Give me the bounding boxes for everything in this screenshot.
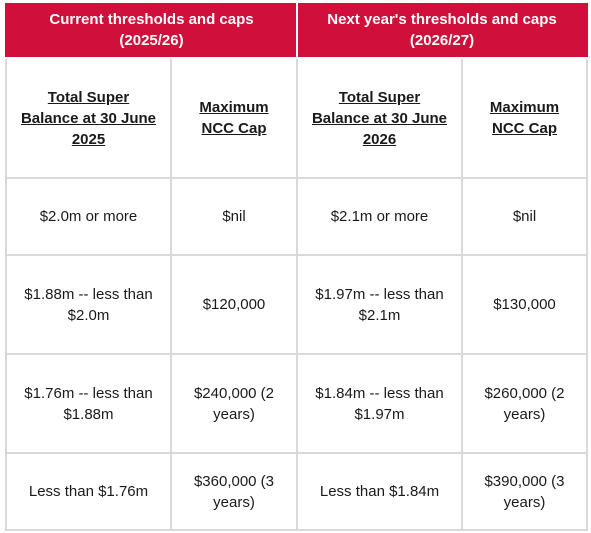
table-cell: $1.76m -- less than $1.88m <box>5 353 172 454</box>
thresholds-table-container: Current thresholds and caps (2025/26) Ne… <box>5 3 588 531</box>
table-cell: $2.1m or more <box>296 177 463 256</box>
table-cell: $nil <box>170 177 298 256</box>
next-year-group-header: Next year's thresholds and caps (2026/27… <box>296 3 588 59</box>
table-cell: $390,000 (3 years) <box>461 452 588 531</box>
table-cell: Less than $1.76m <box>5 452 172 531</box>
table-cell: $240,000 (2 years) <box>170 353 298 454</box>
table-cell: $1.97m -- less than $2.1m <box>296 254 463 355</box>
column-header-total-super-2025: Total Super Balance at 30 June 2025 <box>5 57 172 179</box>
table-cell: $2.0m or more <box>5 177 172 256</box>
table-cell: $360,000 (3 years) <box>170 452 298 531</box>
column-header-ncc-cap-current: Maximum NCC Cap <box>170 57 298 179</box>
table-cell: $nil <box>461 177 588 256</box>
table-row: Less than $1.76m $360,000 (3 years) Less… <box>5 452 588 531</box>
table-cell: $1.88m -- less than $2.0m <box>5 254 172 355</box>
table-cell: Less than $1.84m <box>296 452 463 531</box>
column-header-ncc-cap-next: Maximum NCC Cap <box>461 57 588 179</box>
current-year-group-header: Current thresholds and caps (2025/26) <box>5 3 298 59</box>
table-row: $1.88m -- less than $2.0m $120,000 $1.97… <box>5 254 588 355</box>
table-cell: $260,000 (2 years) <box>461 353 588 454</box>
table-cell: $120,000 <box>170 254 298 355</box>
column-header-total-super-2026: Total Super Balance at 30 June 2026 <box>296 57 463 179</box>
table-cell: $1.84m -- less than $1.97m <box>296 353 463 454</box>
table-cell: $130,000 <box>461 254 588 355</box>
column-header-row: Total Super Balance at 30 June 2025 Maxi… <box>5 57 588 179</box>
table-row: $2.0m or more $nil $2.1m or more $nil <box>5 177 588 256</box>
ncc-thresholds-table: Current thresholds and caps (2025/26) Ne… <box>5 3 588 531</box>
group-header-row: Current thresholds and caps (2025/26) Ne… <box>5 3 588 59</box>
table-row: $1.76m -- less than $1.88m $240,000 (2 y… <box>5 353 588 454</box>
